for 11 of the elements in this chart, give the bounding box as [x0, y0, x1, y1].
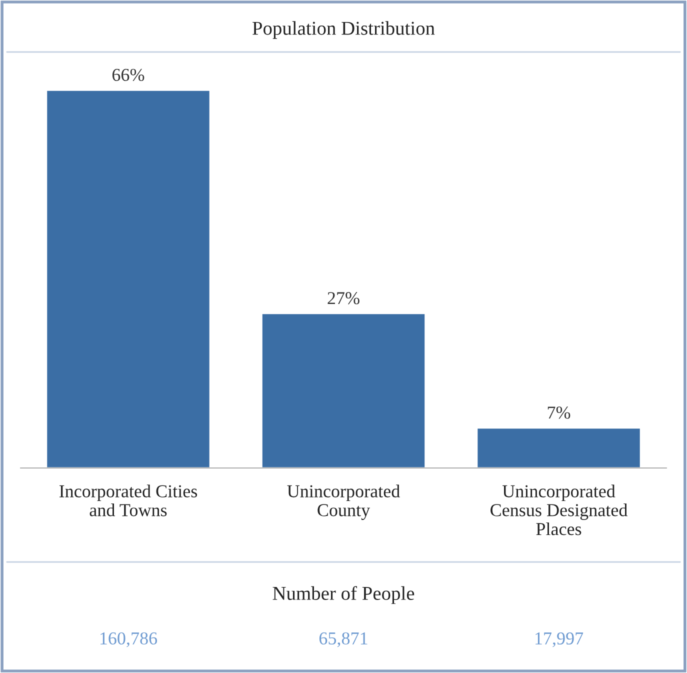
text: Number of People: [272, 586, 414, 604]
chart-title: Population Distribution: [252, 21, 435, 39]
data-label: 27%: [328, 292, 360, 304]
x-tick-label: Unincorporated Census Designated Places: [490, 484, 628, 536]
text: 17,997: [536, 632, 584, 648]
x-tick-label: Incorporated Cities and Towns: [59, 484, 198, 516]
x-tick-label: Unincorporated County: [287, 484, 400, 520]
text: 160,786: [100, 632, 158, 648]
text: 65,871: [319, 632, 368, 648]
data-label: 66%: [112, 68, 144, 82]
data-label: 7%: [548, 406, 570, 419]
